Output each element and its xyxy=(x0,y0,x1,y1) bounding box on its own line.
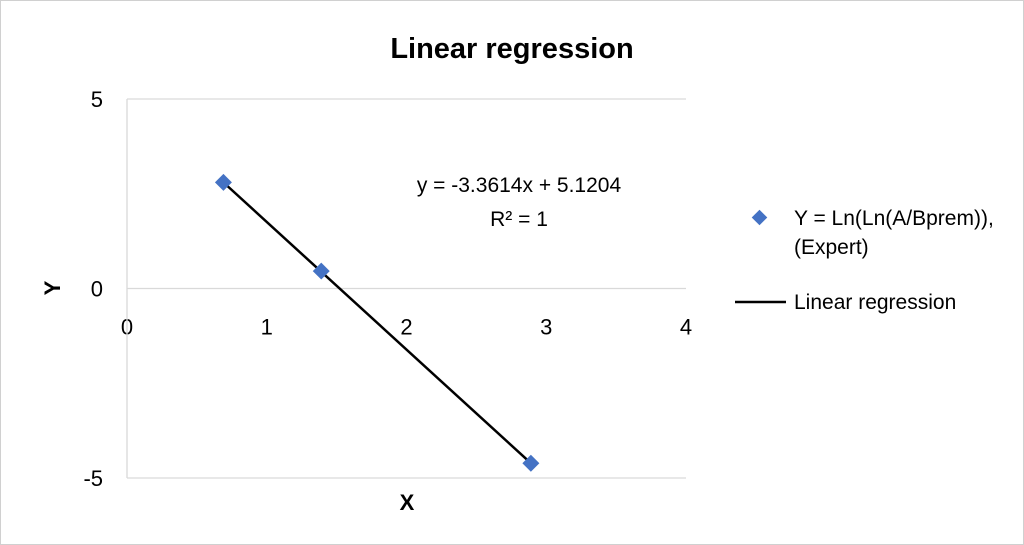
x-tick-label: 1 xyxy=(261,315,273,340)
data-point xyxy=(312,262,330,280)
r-squared-label: R² = 1 xyxy=(490,208,548,231)
legend-label-trendline: Linear regression xyxy=(794,291,956,314)
points-layer xyxy=(214,173,540,472)
data-point xyxy=(522,454,540,472)
regression-equation: y = -3.3614x + 5.1204 xyxy=(417,174,622,197)
chart-title: Linear regression xyxy=(390,33,633,65)
legend-marker-diamond xyxy=(751,209,768,226)
y-axis: 5 0 -5 xyxy=(83,87,128,491)
data-point xyxy=(214,173,232,191)
legend-label-series: Y = Ln(Ln(A/Bprem)), (Expert) xyxy=(794,207,1000,259)
trendline xyxy=(222,181,532,465)
legend: Y = Ln(Ln(A/Bprem)), (Expert) Linear reg… xyxy=(735,207,1000,314)
gridlines xyxy=(127,98,686,479)
y-tick-label: -5 xyxy=(83,466,103,491)
trendline-layer xyxy=(222,181,532,465)
x-axis-title: X xyxy=(400,490,415,515)
legend-label-line-2: (Expert) xyxy=(794,236,869,259)
y-axis-title: Y xyxy=(40,280,65,295)
x-tick-label: 4 xyxy=(680,315,692,340)
y-tick-label: 5 xyxy=(91,87,103,112)
x-tick-label: 3 xyxy=(540,315,552,340)
y-tick-label: 0 xyxy=(91,277,103,302)
legend-label-line-1: Y = Ln(Ln(A/Bprem)), xyxy=(794,207,994,230)
x-tick-label: 2 xyxy=(400,315,412,340)
